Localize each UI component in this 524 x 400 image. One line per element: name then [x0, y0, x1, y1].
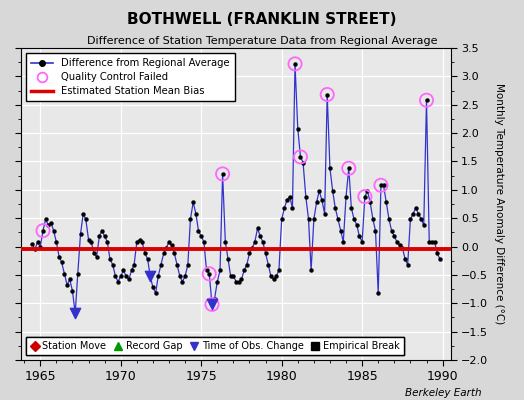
- Point: [205, 270, 213, 277]
- Point: [291, 61, 299, 67]
- Point: [422, 97, 431, 103]
- Text: Difference of Station Temperature Data from Regional Average: Difference of Station Temperature Data f…: [87, 36, 437, 46]
- Point: [208, 301, 216, 308]
- Point: [219, 171, 227, 177]
- Text: Berkeley Earth: Berkeley Earth: [406, 388, 482, 398]
- Point: [323, 91, 331, 98]
- Legend: Station Move, Record Gap, Time of Obs. Change, Empirical Break: Station Move, Record Gap, Time of Obs. C…: [26, 337, 404, 355]
- Point: [345, 165, 353, 172]
- Point: [146, 273, 155, 279]
- Y-axis label: Monthly Temperature Anomaly Difference (°C): Monthly Temperature Anomaly Difference (…: [494, 83, 504, 325]
- Point: [39, 228, 47, 234]
- Point: [361, 194, 369, 200]
- Point: [377, 182, 385, 188]
- Point: [208, 301, 216, 308]
- Point: [71, 310, 79, 317]
- Point: [296, 154, 304, 160]
- Text: BOTHWELL (FRANKLIN STREET): BOTHWELL (FRANKLIN STREET): [127, 12, 397, 27]
